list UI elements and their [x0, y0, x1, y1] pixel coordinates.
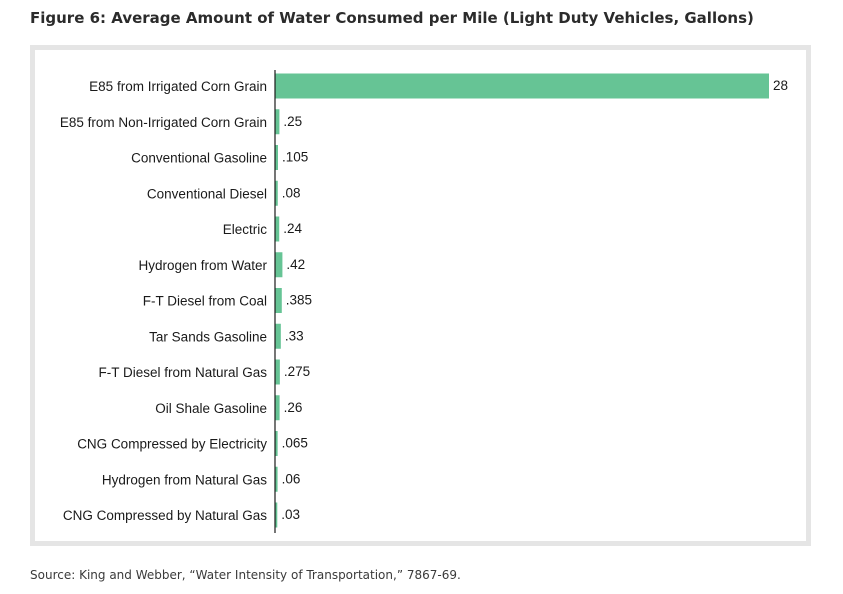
category-label: Hydrogen from Water	[138, 258, 267, 273]
value-label: .03	[281, 507, 300, 522]
category-label: CNG Compressed by Natural Gas	[63, 508, 267, 523]
bar	[275, 109, 280, 135]
bar	[275, 466, 278, 492]
category-label: E85 from Non-Irrigated Corn Grain	[60, 115, 267, 130]
bar	[275, 216, 280, 242]
bar	[275, 323, 281, 349]
category-label: Oil Shale Gasoline	[155, 401, 267, 416]
value-label: .25	[283, 114, 302, 129]
category-label: F-T Diesel from Natural Gas	[98, 365, 267, 380]
value-label: .26	[284, 400, 303, 415]
value-label: .33	[285, 328, 304, 343]
value-label: .385	[286, 293, 312, 308]
labels-layer: E85 from Irrigated Corn Grain 28 E85 from …	[60, 78, 788, 523]
value-label: .275	[284, 364, 310, 379]
category-label: CNG Compressed by Electricity	[77, 437, 267, 452]
value-label: 28	[773, 78, 788, 93]
figure-title: Figure 6: Average Amount of Water Consum…	[30, 9, 754, 27]
source-note: Source: King and Webber, “Water Intensit…	[30, 568, 461, 582]
bar	[275, 431, 278, 456]
bar	[275, 180, 278, 206]
value-label: .065	[282, 436, 308, 451]
value-label: .42	[286, 257, 305, 272]
bar	[275, 502, 278, 528]
category-label: Conventional Gasoline	[131, 151, 267, 166]
category-label: Conventional Diesel	[147, 186, 267, 201]
bars-layer	[275, 73, 769, 528]
bar	[275, 359, 280, 385]
category-label: E85 from Irrigated Corn Grain	[89, 79, 267, 94]
chart-frame: E85 from Irrigated Corn Grain 28 E85 from …	[30, 45, 811, 546]
value-label: .24	[283, 221, 302, 236]
bar	[275, 395, 280, 421]
bar	[275, 288, 282, 313]
category-label: Tar Sands Gasoline	[149, 329, 267, 344]
category-label: Electric	[223, 222, 268, 237]
value-label: .08	[282, 185, 301, 200]
category-label: Hydrogen from Natural Gas	[102, 472, 267, 487]
bar	[275, 73, 769, 99]
category-label: F-T Diesel from Coal	[143, 294, 267, 309]
bar-chart: E85 from Irrigated Corn Grain 28 E85 from …	[60, 70, 788, 533]
value-label: .105	[282, 150, 308, 165]
value-label: .06	[282, 471, 301, 486]
bar	[275, 252, 283, 278]
bar	[275, 145, 278, 170]
